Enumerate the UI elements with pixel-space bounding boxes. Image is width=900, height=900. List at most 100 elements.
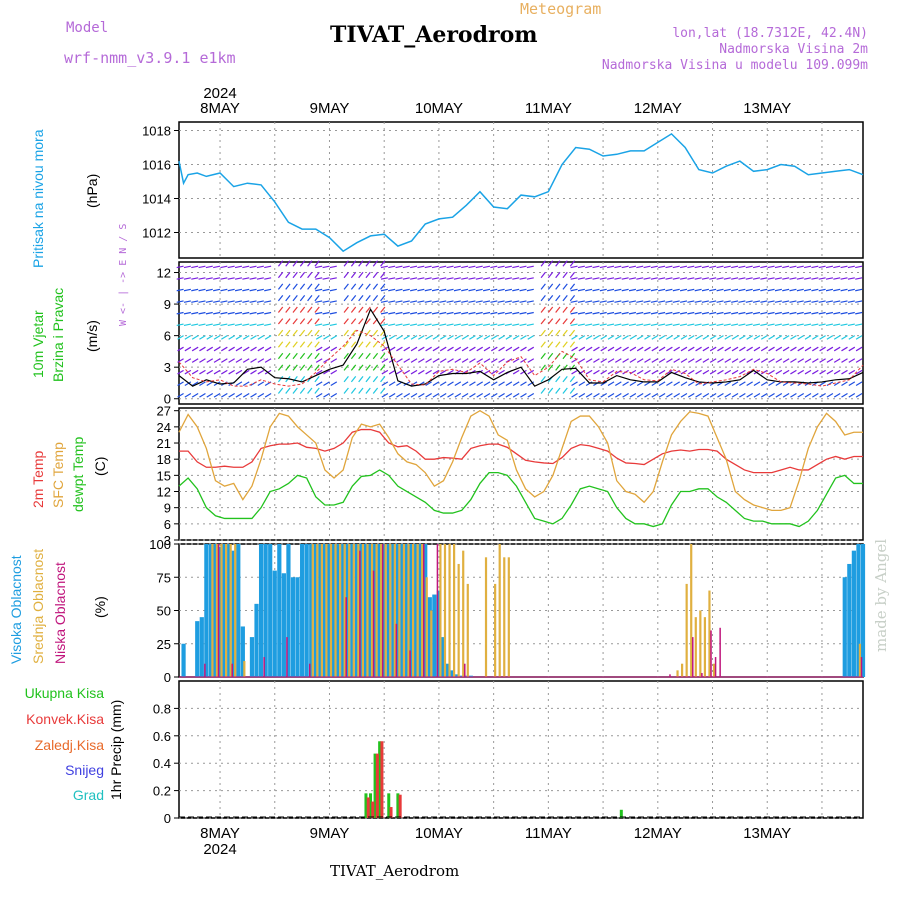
wind-arrow	[198, 323, 206, 327]
wind-arrow	[840, 311, 848, 315]
wind-arrow	[841, 346, 848, 352]
y-tick-label: 1012	[142, 226, 171, 241]
wind-arrow	[789, 323, 797, 327]
wind-arrow	[446, 311, 454, 315]
wind-arrow	[811, 277, 819, 280]
wind-arrow	[461, 392, 469, 398]
high-cloud-bar	[304, 544, 309, 677]
wind-gust-line	[178, 329, 864, 387]
wind-arrow	[292, 295, 298, 302]
wind-arrow	[198, 300, 206, 303]
high-cloud-bar	[290, 577, 296, 677]
wind-arrow	[504, 323, 512, 327]
wind-arrow	[191, 288, 199, 292]
wind-arrow	[396, 392, 403, 398]
wind-arrow	[796, 300, 804, 303]
wind-arrow	[431, 311, 440, 315]
wind-arrow	[461, 265, 469, 269]
wind-arrow	[396, 346, 403, 352]
wind-arrow	[547, 271, 554, 279]
wind-arrow	[629, 335, 637, 340]
wind-arrow	[607, 346, 615, 352]
wind-arrow	[329, 277, 337, 280]
wind-arrow	[687, 381, 695, 387]
wind-arrow	[760, 358, 768, 363]
wind-arrow	[424, 265, 432, 269]
wind-arrow	[622, 346, 629, 352]
wind-arrow	[825, 311, 834, 315]
wind-arrow	[468, 311, 476, 315]
mid-cloud-bar	[457, 563, 460, 677]
wind-arrow	[277, 271, 284, 279]
wind-arrow	[527, 392, 535, 398]
wind-arrow	[453, 311, 461, 315]
wind-arrow	[519, 277, 527, 280]
y-tick-label: 0.4	[153, 756, 171, 771]
wind-arrow	[767, 300, 775, 303]
wind-arrow	[277, 306, 284, 313]
wind-arrow	[343, 341, 349, 348]
wind-arrow	[235, 392, 243, 398]
mid-cloud-bar	[503, 557, 506, 677]
wind-arrow	[724, 346, 732, 352]
wind-arrow	[745, 288, 753, 292]
wind-arrow	[687, 265, 695, 269]
wind-arrow	[600, 358, 608, 363]
footer-station: TIVAT_Aerodrom	[330, 862, 460, 880]
high-cloud-bar	[268, 544, 273, 677]
wind-arrow	[774, 277, 782, 280]
wind-arrow	[768, 346, 775, 352]
wind-arrow	[432, 335, 440, 340]
high-cloud-bar	[395, 544, 400, 677]
wind-arrow	[658, 335, 666, 340]
wind-arrow	[746, 335, 753, 340]
high-cloud-bar	[842, 577, 847, 677]
wind-arrow	[380, 271, 386, 279]
wind-arrow	[687, 323, 695, 327]
wind-arrow	[410, 300, 418, 303]
wind-arrow	[774, 300, 782, 303]
wind-arrow	[644, 392, 651, 398]
wind-arrow	[628, 311, 637, 315]
wind-arrow	[717, 346, 724, 352]
wind-arrow	[607, 311, 615, 315]
high-cloud-bar	[327, 544, 332, 677]
low-cloud-bar	[204, 663, 206, 677]
wind-arrow	[540, 271, 546, 279]
wind-arrow	[782, 381, 790, 387]
wind-arrow	[775, 335, 783, 340]
wind-arrow	[680, 265, 688, 269]
mid-cloud-bar	[211, 544, 214, 677]
wind-arrow	[724, 392, 732, 398]
wind-arrow	[410, 311, 418, 315]
wind-arrow	[569, 260, 576, 267]
wind-arrow	[825, 265, 834, 269]
wind-arrow	[447, 346, 454, 352]
wind-arrow	[475, 288, 483, 292]
wind-arrow	[644, 369, 651, 375]
wind-arrow	[242, 323, 250, 327]
wind-arrow	[380, 306, 386, 313]
mid-cloud-bar	[316, 544, 319, 677]
wind-arrow	[432, 346, 440, 352]
low-cloud-bar	[669, 674, 671, 677]
low-cloud-bar	[263, 657, 265, 677]
wind-arrow	[498, 346, 505, 352]
precip-convective-bar	[366, 797, 370, 818]
mid-cloud-bar	[366, 544, 369, 677]
wind-arrow	[483, 381, 491, 387]
wind-arrow	[665, 311, 673, 315]
wind-arrow	[819, 346, 826, 352]
wind-arrow	[242, 288, 250, 292]
wind-arrow	[425, 369, 432, 375]
wind-arrow	[650, 277, 658, 280]
wind-arrow	[628, 288, 637, 292]
wind-arrow	[782, 265, 790, 269]
wind-arrow	[636, 381, 644, 387]
wind-arrow	[607, 323, 615, 327]
wind-arrow	[350, 329, 357, 337]
wind-arrow	[848, 369, 856, 375]
wind-arrow	[607, 358, 615, 363]
mid-cloud-bar	[380, 544, 383, 677]
wind-arrow	[666, 392, 673, 398]
